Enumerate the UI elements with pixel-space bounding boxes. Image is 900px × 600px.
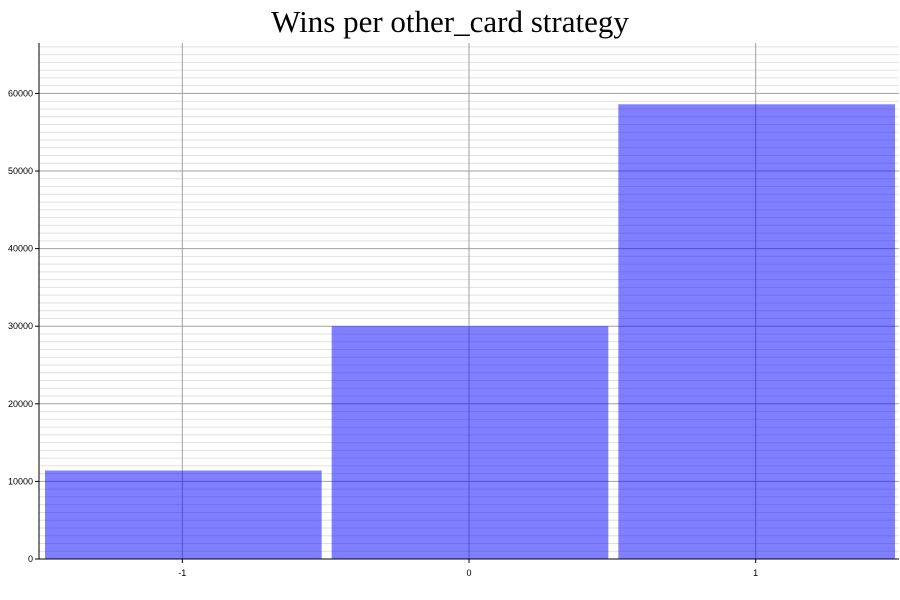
bar--1 (45, 470, 322, 559)
bar-1 (618, 104, 895, 559)
bar-0 (331, 326, 609, 559)
y-tick-label: 10000 (8, 476, 33, 486)
x-tick-label: 1 (753, 568, 758, 578)
x-tick-label: -1 (178, 568, 186, 578)
y-tick-label: 30000 (8, 321, 33, 331)
y-tick-label: 60000 (8, 88, 33, 98)
x-tick-label: 0 (466, 568, 471, 578)
y-tick-label: 0 (28, 554, 33, 564)
y-tick-label: 20000 (8, 399, 33, 409)
y-tick-label: 40000 (8, 244, 33, 254)
y-tick-label: 50000 (8, 166, 33, 176)
chart-title: Wins per other_card strategy (271, 4, 629, 39)
